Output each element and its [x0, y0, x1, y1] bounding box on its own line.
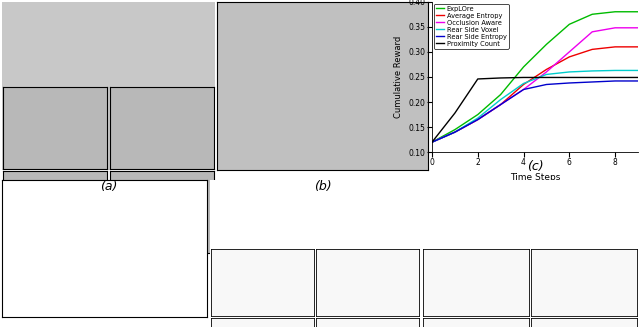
ExpLOre — [634, 10, 640, 14]
Rear Side Entropy — [474, 118, 482, 122]
Rear Side Entropy — [428, 140, 436, 144]
Average Entropy — [428, 140, 436, 144]
Average Entropy — [634, 45, 640, 49]
Proximity Count — [566, 76, 573, 79]
Average Entropy — [588, 47, 596, 51]
Occlusion Aware — [634, 26, 640, 30]
ExpLOre — [428, 140, 436, 144]
Text: (c): (c) — [527, 160, 543, 173]
Text: (a): (a) — [100, 180, 117, 193]
Rear Side Entropy — [451, 130, 459, 134]
Rear Side Voxel — [543, 73, 550, 77]
Rear Side Entropy — [634, 79, 640, 83]
Occlusion Aware — [428, 140, 436, 144]
Line: Rear Side Voxel: Rear Side Voxel — [432, 70, 638, 142]
Legend: ExpLOre, Average Entropy, Occlusion Aware, Rear Side Voxel, Rear Side Entropy, P: ExpLOre, Average Entropy, Occlusion Awar… — [434, 4, 509, 49]
Proximity Count — [543, 76, 550, 79]
Proximity Count — [611, 76, 619, 79]
Rear Side Entropy — [566, 81, 573, 85]
Line: Occlusion Aware: Occlusion Aware — [432, 28, 638, 142]
Occlusion Aware — [520, 88, 527, 92]
Proximity Count — [428, 140, 436, 144]
Rear Side Voxel — [520, 81, 527, 85]
Y-axis label: Cumulative Reward: Cumulative Reward — [394, 36, 403, 118]
ExpLOre — [588, 12, 596, 16]
Occlusion Aware — [451, 130, 459, 134]
ExpLOre — [543, 43, 550, 46]
Rear Side Entropy — [497, 103, 504, 107]
Rear Side Entropy — [520, 88, 527, 92]
Rear Side Entropy — [611, 79, 619, 83]
Occlusion Aware — [543, 70, 550, 74]
Proximity Count — [497, 76, 504, 80]
Proximity Count — [451, 111, 459, 115]
Proximity Count — [634, 76, 640, 79]
Rear Side Entropy — [588, 80, 596, 84]
Proximity Count — [474, 77, 482, 81]
Rear Side Voxel — [474, 116, 482, 120]
Occlusion Aware — [588, 30, 596, 34]
Rear Side Voxel — [451, 130, 459, 134]
Average Entropy — [543, 67, 550, 71]
ExpLOre — [611, 10, 619, 14]
Text: (b): (b) — [314, 180, 332, 193]
ExpLOre — [497, 93, 504, 96]
Proximity Count — [588, 76, 596, 79]
Average Entropy — [451, 130, 459, 134]
Line: Average Entropy: Average Entropy — [432, 47, 638, 142]
Average Entropy — [474, 118, 482, 122]
ExpLOre — [566, 22, 573, 26]
Proximity Count — [520, 76, 527, 79]
Line: Rear Side Entropy: Rear Side Entropy — [432, 81, 638, 142]
Rear Side Voxel — [634, 68, 640, 72]
Occlusion Aware — [566, 50, 573, 54]
ExpLOre — [474, 112, 482, 116]
Average Entropy — [520, 82, 527, 86]
Occlusion Aware — [497, 103, 504, 107]
X-axis label: Time Steps: Time Steps — [510, 173, 560, 182]
Average Entropy — [566, 55, 573, 59]
Occlusion Aware — [611, 26, 619, 30]
ExpLOre — [451, 128, 459, 131]
Average Entropy — [497, 103, 504, 107]
Occlusion Aware — [474, 118, 482, 122]
Rear Side Voxel — [566, 70, 573, 74]
Average Entropy — [611, 45, 619, 49]
Rear Side Voxel — [497, 97, 504, 101]
Rear Side Entropy — [543, 82, 550, 86]
Rear Side Voxel — [428, 140, 436, 144]
Line: Proximity Count: Proximity Count — [432, 77, 638, 142]
Line: ExpLOre: ExpLOre — [432, 12, 638, 142]
Rear Side Voxel — [588, 69, 596, 73]
ExpLOre — [520, 65, 527, 69]
Rear Side Voxel — [611, 68, 619, 72]
